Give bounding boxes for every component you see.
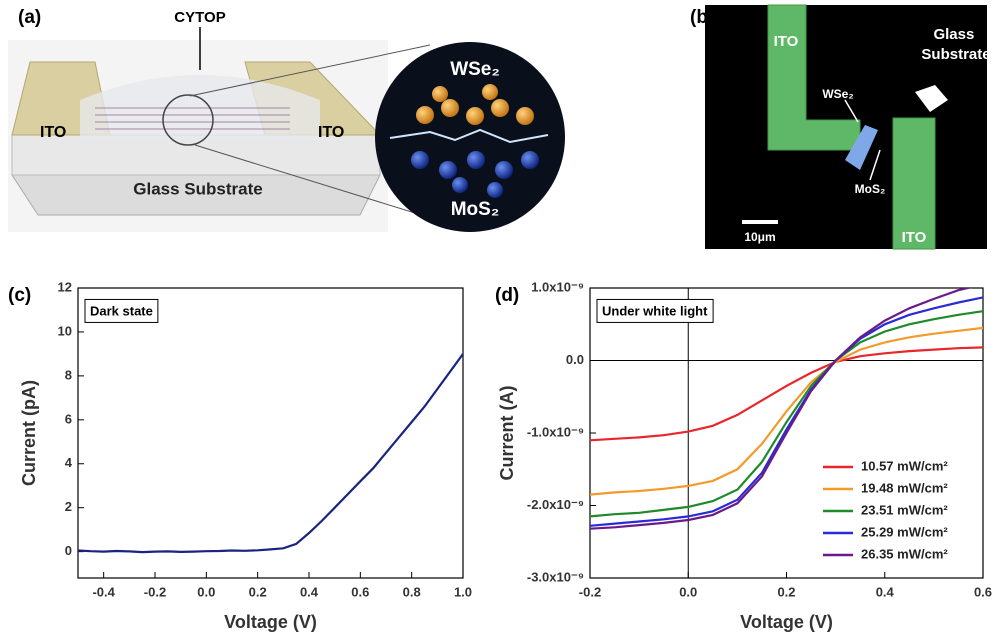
y-tick-label: 8 [65, 367, 72, 382]
x-axis-label: Voltage (V) [224, 612, 317, 632]
y-tick-label: 0.0 [566, 352, 584, 367]
annotation: Dark state [90, 303, 153, 318]
legend-label: 23.51 mW/cm² [861, 502, 948, 517]
ito-label: ITO [902, 229, 927, 246]
panel-label: (b) [690, 7, 714, 28]
mos2-label: MoS₂ [855, 182, 886, 196]
legend-label: 10.57 mW/cm² [861, 458, 948, 473]
x-tick-label: 0.2 [777, 584, 795, 599]
x-tick-label: 0.0 [197, 584, 215, 599]
figure: (a) CYTOP ITO ITO Glass Substrate WSe₂ M… [0, 0, 997, 639]
y-tick-label: -1.0x10⁻⁹ [527, 424, 584, 439]
data-line [78, 354, 463, 552]
wse2-label: WSe₂ [822, 87, 853, 101]
panel-label: (a) [18, 7, 41, 28]
x-tick-label: 0.0 [679, 584, 697, 599]
layer-label: WSe₂ [450, 59, 500, 80]
annotation: Under white light [602, 303, 708, 318]
panel-b: (b) ITO Glass Substrate WSe₂ MoS₂ ITO 10… [690, 5, 991, 249]
ito-label: ITO [40, 124, 66, 141]
scale-label: 10μm [744, 230, 775, 244]
y-axis-label: Current (pA) [19, 380, 39, 486]
x-tick-label: -0.2 [579, 584, 601, 599]
panel-label: (d) [495, 285, 519, 306]
legend-label: 25.29 mW/cm² [861, 524, 948, 539]
substrate-label: Glass Substrate [133, 179, 262, 198]
x-tick-label: -0.2 [144, 584, 166, 599]
panel-a: (a) CYTOP ITO ITO Glass Substrate WSe₂ M… [8, 7, 565, 232]
x-tick-label: 0.2 [249, 584, 267, 599]
ito-label: ITO [318, 124, 344, 141]
y-tick-label: 12 [58, 279, 72, 294]
x-tick-label: -0.4 [92, 584, 115, 599]
y-tick-label: 10 [58, 323, 72, 338]
legend-label: 19.48 mW/cm² [861, 480, 948, 495]
y-tick-label: 1.0x10⁻⁹ [531, 279, 584, 294]
x-tick-label: 0.4 [876, 584, 895, 599]
y-tick-label: -2.0x10⁻⁹ [527, 497, 584, 512]
cytop-label: CYTOP [174, 9, 225, 26]
data-line [590, 347, 983, 440]
substrate-label: Substrate [921, 46, 990, 63]
page: (a) CYTOP ITO ITO Glass Substrate WSe₂ M… [0, 0, 997, 639]
y-tick-label: 2 [65, 499, 72, 514]
x-tick-label: 0.6 [351, 584, 369, 599]
substrate-label: Glass [933, 26, 974, 43]
x-tick-label: 0.4 [300, 584, 319, 599]
legend-label: 26.35 mW/cm² [861, 546, 948, 561]
y-tick-label: 0 [65, 543, 72, 558]
layer-label: MoS₂ [451, 199, 500, 220]
plot-frame [78, 288, 463, 578]
y-tick-label: -3.0x10⁻⁹ [527, 569, 584, 584]
y-axis-label: Current (A) [497, 386, 517, 481]
x-tick-label: 0.6 [974, 584, 992, 599]
y-tick-label: 6 [65, 411, 72, 426]
x-tick-label: 0.8 [403, 584, 421, 599]
x-axis-label: Voltage (V) [740, 612, 833, 632]
ito-label: ITO [774, 33, 799, 50]
x-tick-label: 1.0 [454, 584, 472, 599]
panel-label: (c) [8, 285, 31, 306]
y-tick-label: 4 [65, 455, 73, 470]
